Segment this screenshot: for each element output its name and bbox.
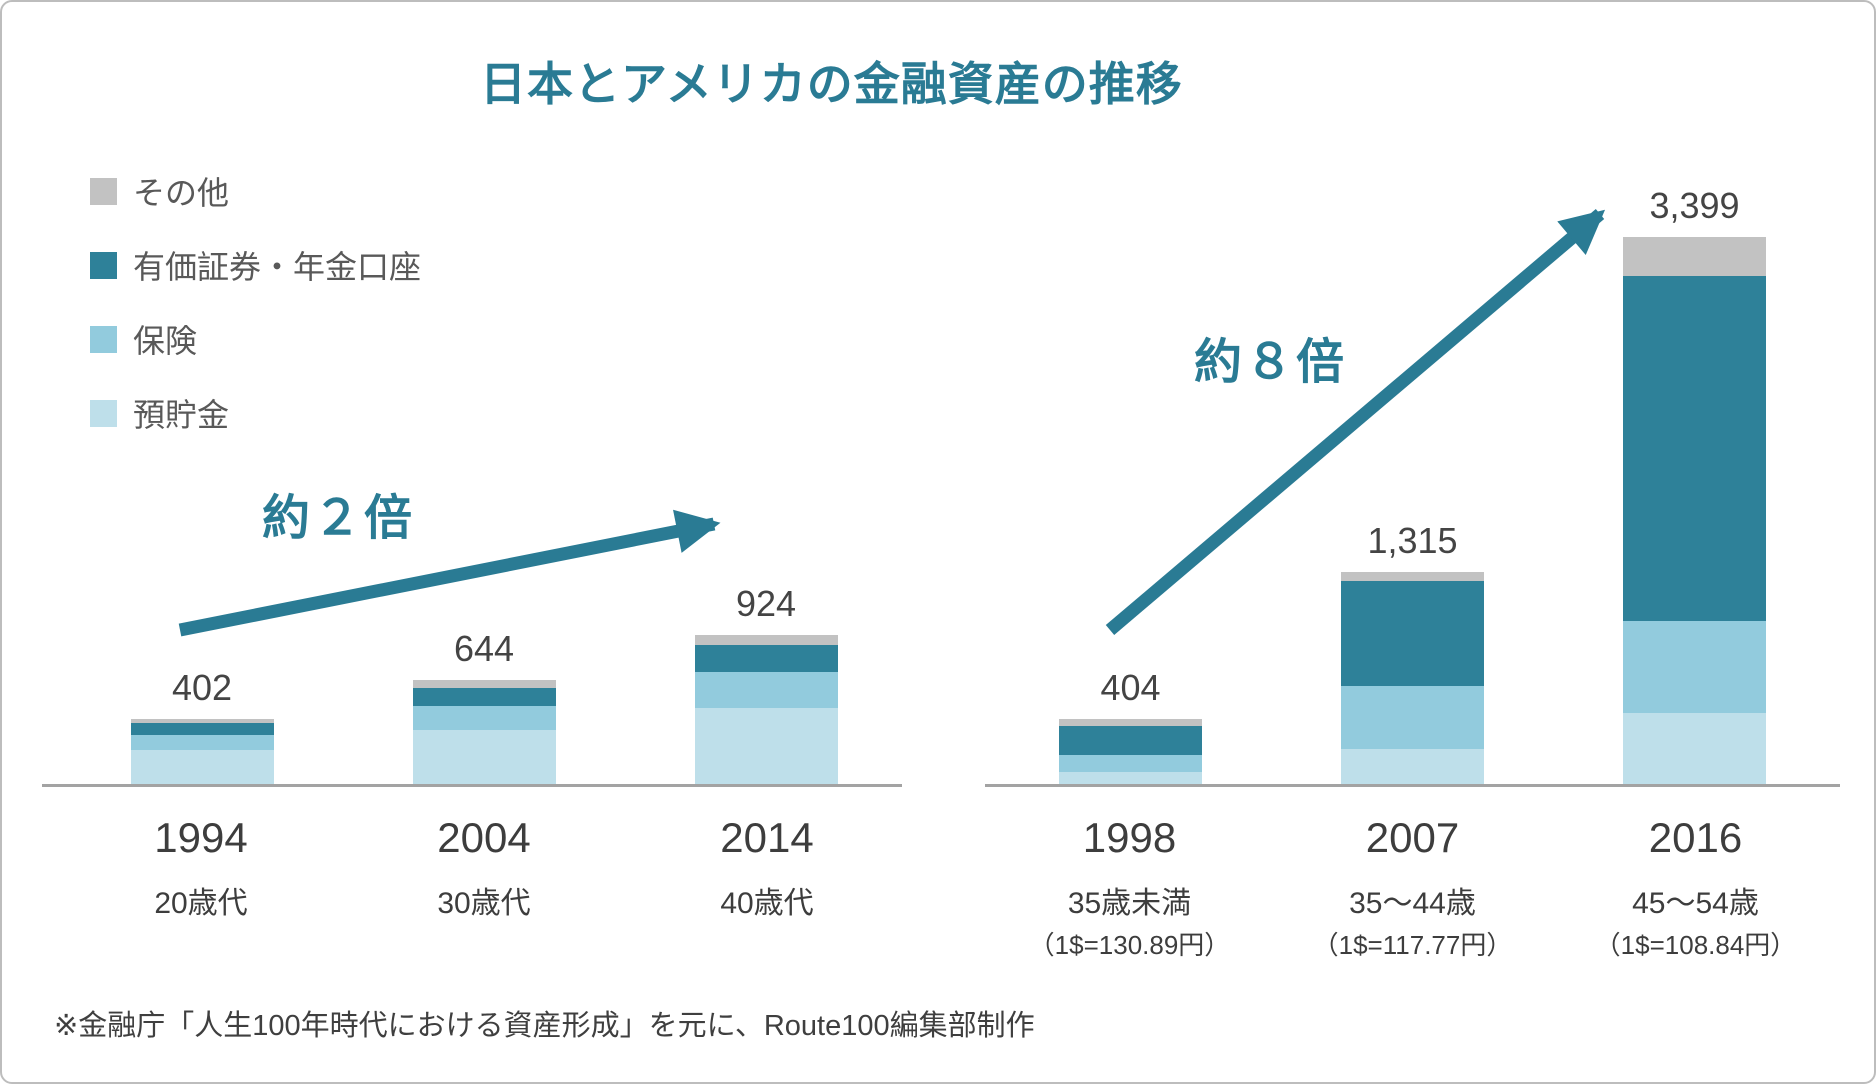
bar-segment-保険 xyxy=(694,672,838,708)
bar-segment-保険 xyxy=(1341,685,1484,749)
bar-stack-1998 xyxy=(1059,718,1202,784)
bar-total-label: 3,399 xyxy=(1649,185,1740,227)
age-group-label: 45〜54歳 xyxy=(1632,887,1759,921)
x-label-2004: 2004 30歳代 xyxy=(364,814,604,922)
bar-segment-その他 xyxy=(412,680,556,689)
category-year-label: 2004 xyxy=(437,814,531,861)
legend-label: 有価証券・年金口座 xyxy=(133,249,422,285)
category-year-label: 1994 xyxy=(154,814,248,861)
bar-stack-2014 xyxy=(694,635,838,784)
legend-swatch-icon xyxy=(90,177,117,205)
bar-total-label: 644 xyxy=(453,628,515,670)
bar-segment-預貯金 xyxy=(1341,748,1484,784)
bar-segment-保険 xyxy=(1059,754,1202,772)
x-label-2007: 2007 35〜44歳 （1$=117.77円） xyxy=(1293,814,1533,962)
bar-stack-2007 xyxy=(1341,572,1484,784)
x-labels-japan: 1994 20歳代 2004 30歳代 2014 40歳代 xyxy=(42,814,914,922)
age-group-label: 35歳未満 xyxy=(1067,887,1192,921)
bar-stack-2016 xyxy=(1623,237,1766,784)
bar-segment-その他 xyxy=(1623,237,1766,276)
legend-item-0: その他 xyxy=(90,168,421,214)
bar-segment-預貯金 xyxy=(694,707,838,784)
bar-segment-有価証券・年金口座 xyxy=(1341,581,1484,686)
bar-segment-有価証券・年金口座 xyxy=(412,688,556,706)
bar-column-2014: 924 xyxy=(694,583,838,784)
bar-stack-1994 xyxy=(130,719,274,784)
bar-segment-保険 xyxy=(1623,621,1766,713)
legend-swatch-icon xyxy=(90,251,117,279)
legend-swatch-icon xyxy=(90,399,117,427)
annotation-about-2x: 約２倍 xyxy=(262,492,416,545)
chart-usa: 404 1,315 3,399 1998 35歳未満 （1$=130.89円） 2007 3… xyxy=(985,2,1840,1082)
category-year-label: 1998 xyxy=(1082,814,1177,861)
bar-segment-その他 xyxy=(130,719,274,724)
legend-swatch-icon xyxy=(90,325,117,353)
legend: その他有価証券・年金口座 保険預貯金 xyxy=(90,168,421,464)
bar-segment-保険 xyxy=(412,705,556,730)
bar-segment-その他 xyxy=(1341,572,1484,582)
legend-item-2: 保険 xyxy=(90,316,421,362)
bar-total-label: 924 xyxy=(735,583,797,625)
bar-total-label: 402 xyxy=(171,667,233,709)
age-group-label: 40歳代 xyxy=(720,887,814,921)
bars-usa: 404 1,315 3,399 xyxy=(985,185,1840,784)
exchange-rate-label: （1$=117.77円） xyxy=(1312,930,1513,961)
bar-column-2007: 1,315 xyxy=(1341,520,1484,784)
legend-label: 保険 xyxy=(133,323,198,359)
x-label-1998: 1998 35歳未満 （1$=130.89円） xyxy=(1010,814,1250,962)
legend-item-1: 有価証券・年金口座 xyxy=(90,242,421,288)
bars-japan: 402 644 924 xyxy=(42,583,914,784)
x-label-2014: 2014 40歳代 xyxy=(647,814,887,922)
bar-stack-2004 xyxy=(412,680,556,784)
bar-total-label: 404 xyxy=(1100,666,1161,708)
x-label-1994: 1994 20歳代 xyxy=(81,814,321,922)
bar-segment-有価証券・年金口座 xyxy=(130,723,274,736)
category-year-label: 2007 xyxy=(1365,814,1460,861)
chart-title: 日本とアメリカの金融資産の推移 xyxy=(480,58,1183,110)
bar-segment-預貯金 xyxy=(1059,771,1202,784)
age-group-label: 35〜44歳 xyxy=(1349,887,1476,921)
bar-column-2016: 3,399 xyxy=(1623,185,1766,784)
annotation-about-8x: 約８倍 xyxy=(1194,336,1348,389)
bar-column-2004: 644 xyxy=(412,628,556,784)
bar-segment-保険 xyxy=(130,735,274,751)
x-axis-japan xyxy=(42,784,902,787)
bar-segment-有価証券・年金口座 xyxy=(1059,725,1202,755)
bar-segment-その他 xyxy=(694,635,838,646)
bar-column-1998: 404 xyxy=(1059,667,1202,784)
exchange-rate-label: （1$=130.89円） xyxy=(1028,930,1231,961)
bar-segment-預貯金 xyxy=(1623,713,1766,784)
legend-item-3: 預貯金 xyxy=(90,390,421,436)
x-axis-usa xyxy=(985,784,1840,787)
source-note: ※金融庁「人生100年時代における資産形成」を元に、Route100編集部制作 xyxy=(54,1010,1035,1042)
chart-japan: 402 644 924 1994 20歳代 2004 30歳代 2014 40歳代 xyxy=(42,2,902,1082)
age-group-label: 20歳代 xyxy=(154,887,248,921)
x-label-2016: 2016 45〜54歳 （1$=108.84円） xyxy=(1576,814,1816,962)
bar-segment-有価証券・年金口座 xyxy=(694,645,838,673)
exchange-rate-label: （1$=108.84円） xyxy=(1594,930,1797,961)
bar-segment-その他 xyxy=(1059,718,1202,726)
category-year-label: 2014 xyxy=(720,814,814,861)
bar-column-1994: 402 xyxy=(130,667,274,784)
bar-segment-預貯金 xyxy=(412,729,556,784)
legend-label: その他 xyxy=(133,175,230,211)
bar-segment-預貯金 xyxy=(130,750,274,784)
age-group-label: 30歳代 xyxy=(437,887,531,921)
bar-segment-有価証券・年金口座 xyxy=(1623,276,1766,621)
legend-label: 預貯金 xyxy=(133,397,230,433)
category-year-label: 2016 xyxy=(1648,814,1743,861)
bar-total-label: 1,315 xyxy=(1367,520,1458,562)
x-labels-usa: 1998 35歳未満 （1$=130.89円） 2007 35〜44歳 （1$=117.7… xyxy=(985,814,1840,962)
